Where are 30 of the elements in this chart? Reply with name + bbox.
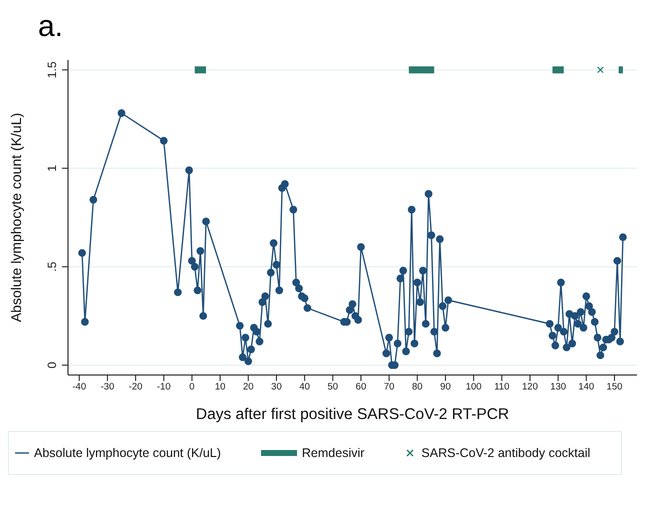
y-tick-label: 0 <box>45 362 59 368</box>
x-tick-label: 50 <box>327 382 338 393</box>
x-tick-label: -30 <box>100 382 114 393</box>
y-tick-label: 1 <box>45 164 59 172</box>
x-tick-label: -10 <box>156 382 171 393</box>
x-tick-label: 60 <box>356 382 366 393</box>
x-tick-label: 0 <box>189 382 195 393</box>
x-tick-label: 140 <box>578 382 594 393</box>
x-tick-label: 10 <box>214 382 226 393</box>
x-tick-label: 120 <box>522 382 538 393</box>
x-axis-title: Days after first positive SARS-CoV-2 RT-PCR <box>196 406 510 423</box>
legend-label: SARS-CoV-2 antibody cocktail <box>421 446 590 460</box>
x-tick-label: 30 <box>271 382 282 393</box>
x-tick-label: 40 <box>299 382 310 393</box>
x-tick-label: 70 <box>384 382 394 393</box>
x-tick-label: 20 <box>242 382 254 393</box>
y-tick-label: .5 <box>45 261 59 272</box>
chart-title: a. <box>37 9 64 45</box>
x-tick-label: -40 <box>72 382 86 393</box>
x-tick-label: 130 <box>550 382 566 393</box>
x-tick-label: 110 <box>494 382 510 393</box>
x-tick-label: 100 <box>466 382 482 393</box>
legend-label: Remdesivir <box>302 446 364 460</box>
x-tick-label: 80 <box>412 382 423 393</box>
x-tick-label: -20 <box>128 382 142 393</box>
x-tick-label: 90 <box>440 382 451 393</box>
y-axis-title: Absolute lymphocyte count (K/uL) <box>8 112 24 322</box>
y-tick-label: 1.5 <box>45 61 59 78</box>
x-tick-label: 150 <box>606 382 622 393</box>
legend-label: Absolute lymphocyte count (K/uL) <box>34 446 221 460</box>
